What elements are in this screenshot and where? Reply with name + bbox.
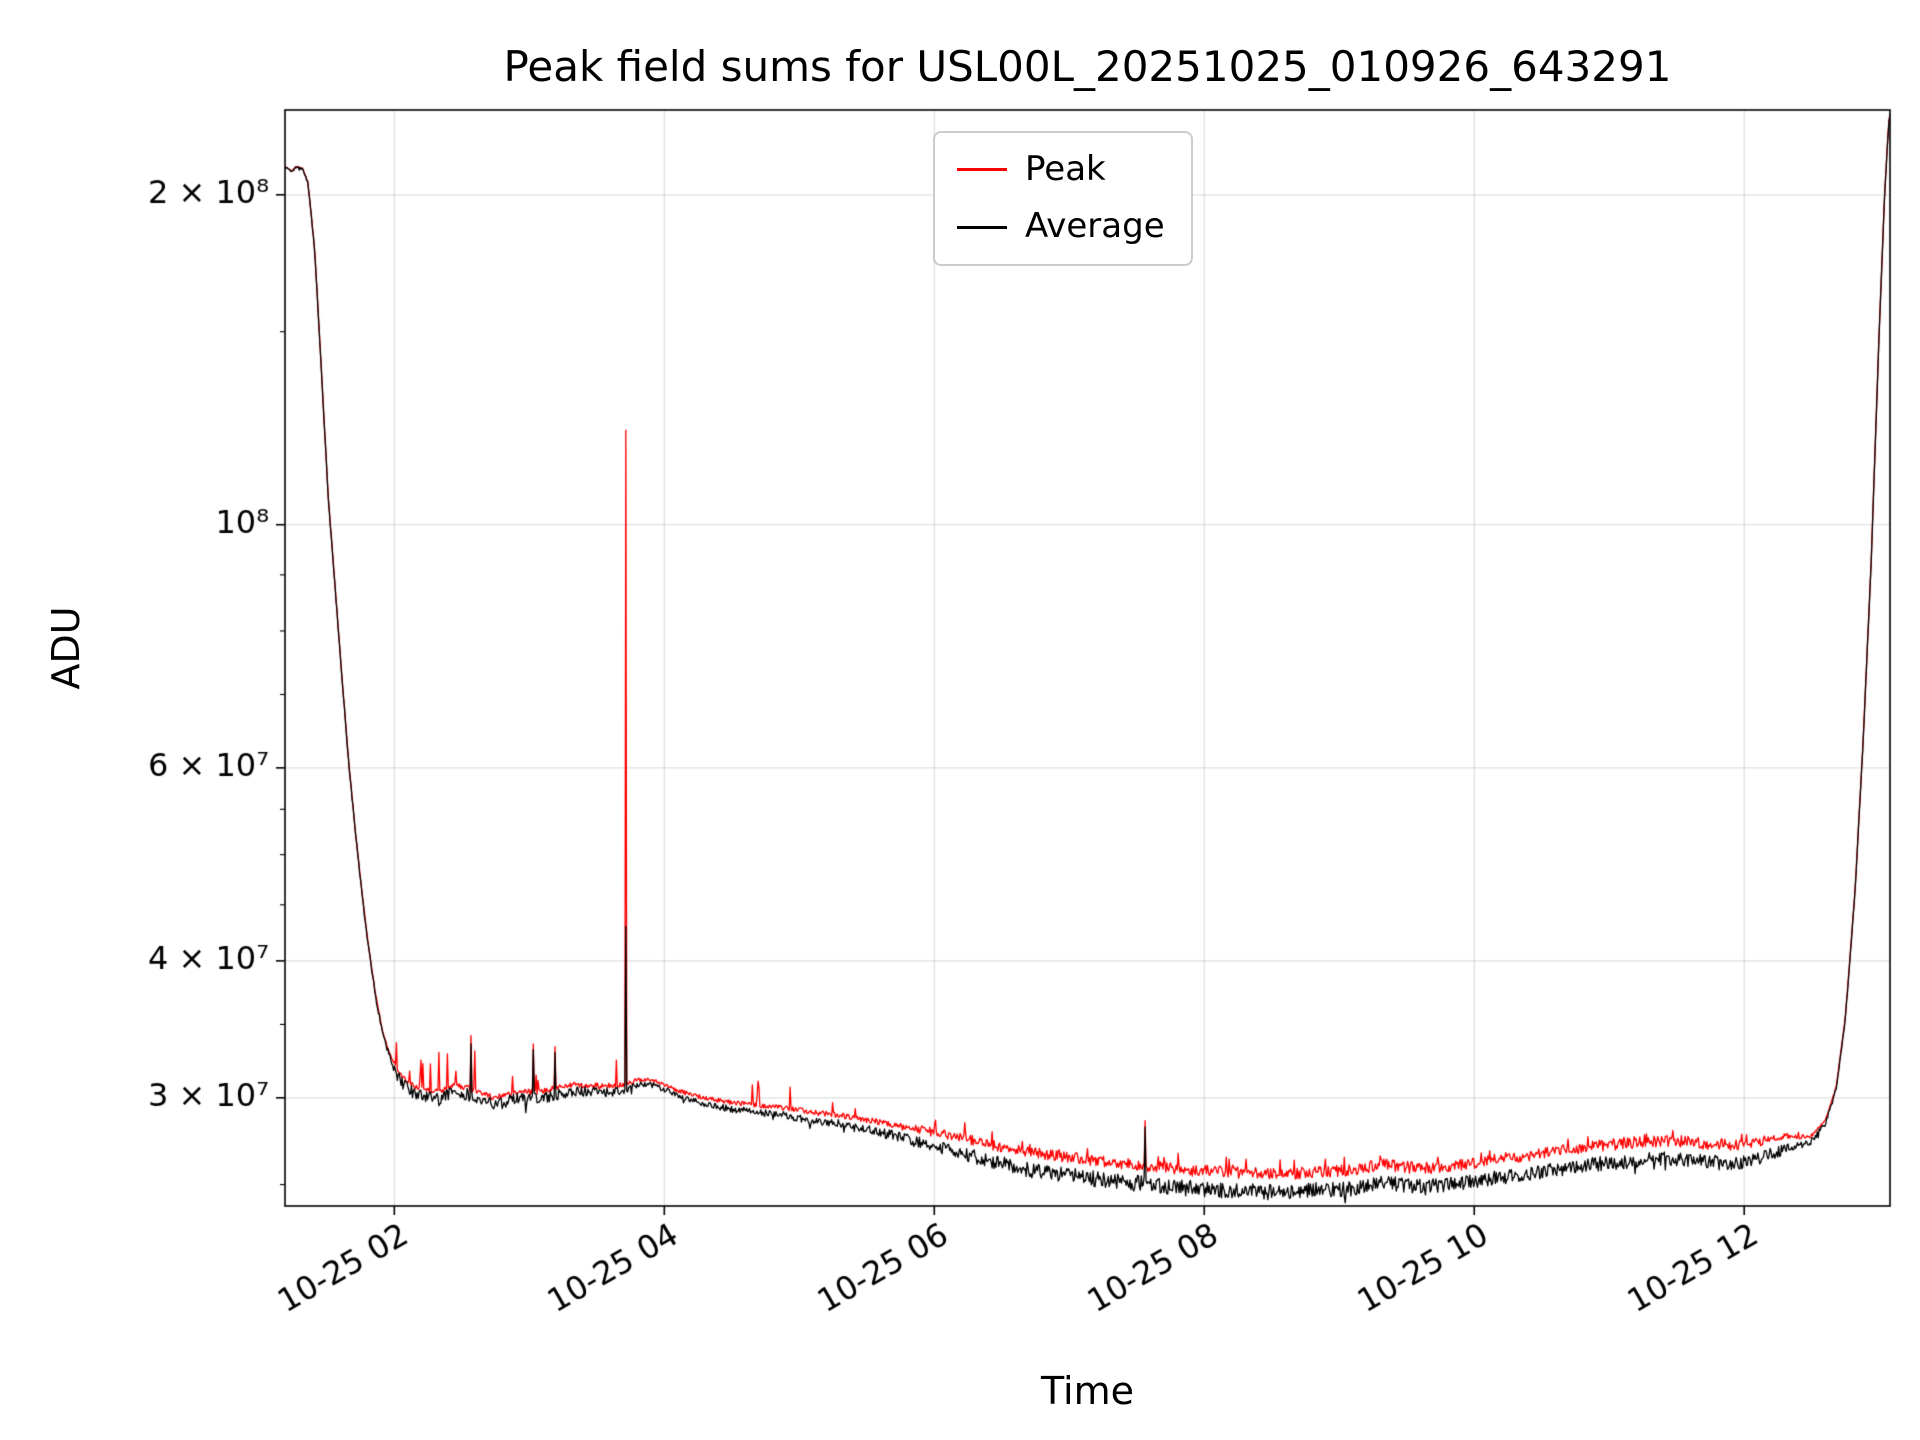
legend-line-sample-peak (957, 168, 1007, 172)
legend-line-sample-average (957, 225, 1007, 229)
x-axis-label: Time (1041, 1369, 1134, 1413)
legend-item-average: Average (957, 206, 1165, 247)
legend-item-peak: Peak (957, 149, 1165, 189)
legend-label-average: Average (1025, 206, 1165, 247)
legend: Peak Average (933, 131, 1193, 266)
y-axis-label: ADU (44, 606, 88, 690)
legend-label-peak: Peak (1025, 149, 1106, 189)
chart-title: Peak field sums for USL00L_20251025_0109… (503, 42, 1672, 91)
